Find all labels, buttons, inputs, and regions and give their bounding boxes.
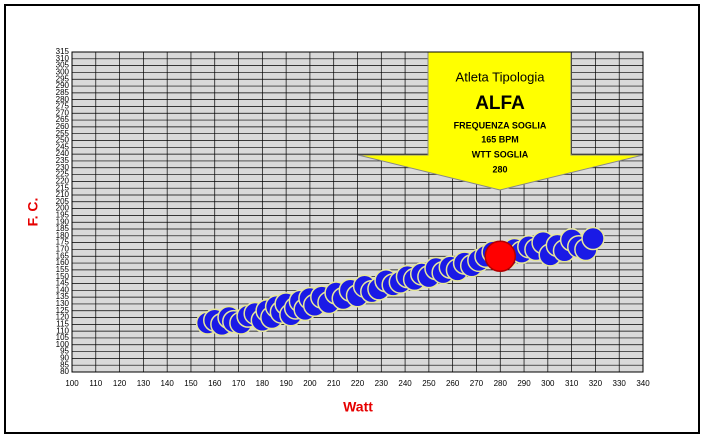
y-tick-label: 260 <box>56 122 70 131</box>
y-tick-label: 170 <box>56 245 70 254</box>
marks <box>195 226 605 337</box>
y-tick-label: 135 <box>56 292 70 301</box>
y-tick-label: 215 <box>56 183 70 192</box>
y-tick-label: 95 <box>60 347 69 356</box>
x-tick-label: 310 <box>565 379 579 388</box>
y-tick-label: 140 <box>56 285 70 294</box>
annotation-arrow <box>357 51 644 191</box>
y-tick-label: 245 <box>56 142 70 151</box>
x-tick-label: 170 <box>232 379 246 388</box>
x-tick-label: 110 <box>89 379 102 388</box>
y-tick-label: 305 <box>56 61 70 70</box>
y-tick-label: 265 <box>56 115 70 124</box>
annotation-text: Atleta Tipologia <box>456 69 546 84</box>
y-tick-label: 115 <box>56 319 69 328</box>
y-tick-label: 205 <box>56 197 70 206</box>
y-tick-label: 145 <box>56 279 70 288</box>
y-tick-label: 125 <box>56 306 70 315</box>
x-tick-label: 280 <box>494 379 508 388</box>
x-tick-label: 290 <box>517 379 531 388</box>
x-tick-label: 230 <box>375 379 389 388</box>
plot-border <box>71 51 644 373</box>
y-tick-label: 300 <box>56 68 70 77</box>
y-tick-label: 160 <box>56 258 70 267</box>
y-tick-label: 315 <box>56 47 70 56</box>
x-tick-label: 300 <box>541 379 555 388</box>
annotation-text: 280 <box>492 164 507 174</box>
x-tick-label: 200 <box>303 379 317 388</box>
y-tick-label: 290 <box>56 81 70 90</box>
y-tick-label: 165 <box>56 251 70 260</box>
y-tick-label: 310 <box>56 54 70 63</box>
x-tick-label: 240 <box>398 379 412 388</box>
y-tick-label: 295 <box>56 74 70 83</box>
y-tick-label: 235 <box>56 156 70 165</box>
x-tick-label: 190 <box>279 379 293 388</box>
y-tick-label: 130 <box>56 299 70 308</box>
y-tick-label: 210 <box>56 190 70 199</box>
x-tick-label: 330 <box>613 379 627 388</box>
y-tick-label: 150 <box>56 272 70 281</box>
annotation-text: WTT SOGLIA <box>472 149 529 159</box>
y-tick-label: 255 <box>56 129 70 138</box>
y-tick-label: 230 <box>56 163 70 172</box>
x-tick-label: 150 <box>184 379 198 388</box>
y-tick-label: 250 <box>56 136 70 145</box>
y-tick-label: 220 <box>56 176 70 185</box>
y-tick-label: 280 <box>56 95 70 104</box>
x-tick-label: 340 <box>636 379 650 388</box>
y-tick-label: 105 <box>56 333 70 342</box>
y-tick-label: 80 <box>60 367 69 376</box>
y-tick-label: 285 <box>56 88 70 97</box>
y-tick-label: 180 <box>56 231 70 240</box>
y-tick-label: 190 <box>56 217 70 226</box>
y-tick-label: 100 <box>56 340 70 349</box>
x-tick-label: 260 <box>446 379 460 388</box>
y-tick-label: 200 <box>56 204 70 213</box>
x-tick-label: 220 <box>351 379 365 388</box>
y-tick-label: 175 <box>56 238 70 247</box>
y-tick-label: 185 <box>56 224 70 233</box>
annotation-text: ALFA <box>475 93 525 114</box>
y-tick-label: 270 <box>56 108 70 117</box>
x-tick-label: 210 <box>327 379 341 388</box>
y-tick-label: 90 <box>60 353 69 362</box>
x-tick-label: 180 <box>256 379 270 388</box>
point <box>581 226 605 251</box>
y-tick-label: 225 <box>56 170 70 179</box>
y-tick-label: 275 <box>56 102 70 111</box>
y-tick-label: 85 <box>60 360 69 369</box>
x-tick-label: 120 <box>113 379 127 388</box>
y-axis-label: F. C. <box>25 198 41 227</box>
x-axis-label: Watt <box>343 399 373 415</box>
y-tick-label: 240 <box>56 149 70 158</box>
x-tick-label: 320 <box>589 379 603 388</box>
x-tick-label: 160 <box>208 379 222 388</box>
y-tick-label: 110 <box>56 326 69 335</box>
x-tick-label: 100 <box>65 379 79 388</box>
x-tick-label: 250 <box>422 379 436 388</box>
y-tick-label: 155 <box>56 265 70 274</box>
annotation-text: FREQUENZA SOGLIA <box>454 120 547 130</box>
annotation-text: 165 BPM <box>481 134 519 144</box>
point <box>484 240 516 273</box>
y-tick-label: 120 <box>56 313 70 322</box>
x-tick-label: 140 <box>160 379 174 388</box>
y-tick-label: 195 <box>56 211 70 220</box>
x-tick-label: 270 <box>470 379 484 388</box>
x-tick-label: 130 <box>137 379 151 388</box>
